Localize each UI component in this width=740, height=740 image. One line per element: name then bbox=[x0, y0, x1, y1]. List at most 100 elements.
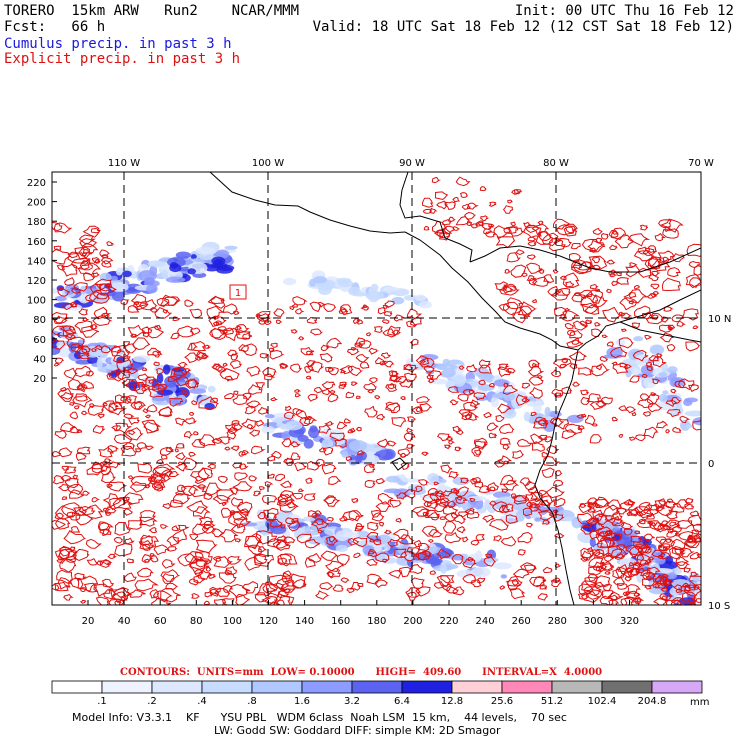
precip-contour bbox=[498, 285, 520, 296]
precip-fill-cell bbox=[367, 443, 383, 452]
precip-fill-cell bbox=[440, 563, 447, 574]
lon-label: 80 W bbox=[543, 158, 569, 169]
precip-contour bbox=[108, 402, 123, 411]
precip-contour bbox=[81, 260, 90, 265]
precip-contour bbox=[258, 406, 269, 415]
precip-contour bbox=[541, 467, 555, 478]
precip-contour bbox=[159, 446, 174, 457]
precip-fill-cell bbox=[534, 517, 541, 522]
precip-contour bbox=[355, 337, 366, 347]
precip-fill-cell bbox=[362, 545, 375, 555]
precip-contour bbox=[113, 587, 130, 598]
precip-contour bbox=[618, 405, 628, 412]
precip-contour bbox=[579, 320, 588, 328]
precip-contour bbox=[59, 386, 68, 392]
precip-fill-cell bbox=[523, 411, 531, 422]
precip-contour bbox=[548, 238, 566, 252]
precip-contour bbox=[52, 221, 63, 232]
precip-contour bbox=[292, 492, 303, 500]
precip-contour bbox=[594, 288, 601, 292]
precip-contour bbox=[572, 259, 595, 274]
precip-contour bbox=[647, 403, 663, 413]
precip-contour bbox=[611, 361, 618, 366]
precip-contour bbox=[452, 586, 465, 596]
precip-contour bbox=[224, 392, 235, 400]
precip-contour bbox=[298, 336, 305, 341]
precip-contour bbox=[374, 357, 388, 365]
precip-contour bbox=[148, 379, 155, 384]
precip-contour bbox=[589, 247, 597, 253]
precip-contour bbox=[482, 514, 495, 523]
precip-fill-cell bbox=[310, 521, 329, 533]
precip-contour bbox=[561, 358, 569, 363]
precip-contour bbox=[652, 583, 660, 588]
precip-contour bbox=[210, 296, 226, 305]
precip-contour bbox=[189, 533, 199, 541]
precip-fill-cell bbox=[348, 286, 361, 296]
precip-contour bbox=[421, 451, 430, 456]
precip-contour bbox=[218, 475, 229, 483]
precip-contour bbox=[667, 326, 675, 331]
precip-contour bbox=[416, 396, 431, 403]
precip-contour bbox=[633, 305, 651, 319]
precip-contour bbox=[143, 558, 151, 563]
precip-contour bbox=[63, 529, 87, 545]
precip-contour bbox=[323, 303, 337, 313]
precip-contour bbox=[350, 346, 357, 351]
precip-contour bbox=[115, 394, 130, 404]
model-physics: LW: Godd SW: Goddard DIFF: simple KM: 2D… bbox=[214, 724, 501, 737]
precip-contour bbox=[599, 355, 609, 362]
precip-contour bbox=[376, 438, 390, 448]
precip-contour bbox=[628, 562, 636, 567]
precip-contour bbox=[662, 228, 679, 239]
precip-contour bbox=[431, 176, 441, 184]
precip-contour bbox=[245, 400, 262, 409]
precip-contour bbox=[681, 308, 699, 321]
precip-contour bbox=[523, 226, 542, 238]
precip-contour bbox=[595, 400, 608, 408]
precip-contour bbox=[559, 363, 567, 369]
precip-contour bbox=[96, 560, 104, 566]
precip-contour bbox=[76, 383, 89, 393]
precip-contour bbox=[57, 287, 70, 297]
precip-contour bbox=[321, 463, 337, 475]
precip-fill-cell bbox=[96, 357, 103, 370]
precip-contour bbox=[201, 524, 217, 534]
precip-contour bbox=[578, 261, 593, 271]
precip-contour bbox=[571, 339, 582, 345]
precip-contour bbox=[452, 226, 461, 231]
colorbar-label: 1.6 bbox=[294, 696, 310, 707]
precip-fill-cell bbox=[110, 275, 118, 281]
precip-contour bbox=[511, 580, 519, 586]
precip-contour bbox=[67, 251, 79, 259]
precip-contour bbox=[577, 593, 590, 600]
precip-contour bbox=[304, 365, 315, 373]
precip-fill-cell bbox=[684, 410, 701, 417]
precip-contour bbox=[399, 550, 415, 562]
precip-fill-cell bbox=[161, 269, 169, 279]
lon-label: 90 W bbox=[399, 158, 425, 169]
precip-contour bbox=[86, 558, 99, 566]
precip-contour bbox=[623, 498, 635, 506]
precip-contour bbox=[648, 355, 659, 362]
precip-contour bbox=[77, 385, 85, 389]
precip-contour bbox=[631, 411, 637, 417]
colorbar-label: 3.2 bbox=[344, 696, 360, 707]
precip-contour bbox=[641, 546, 652, 554]
precip-contour bbox=[124, 343, 138, 354]
precip-contour bbox=[102, 528, 112, 536]
explicit-precip-label: Explicit precip. in past 3 h bbox=[4, 51, 241, 67]
precip-contour bbox=[79, 504, 105, 519]
colorbar-label: 12.8 bbox=[440, 696, 464, 707]
precip-contour bbox=[470, 579, 482, 588]
precip-fill-cell bbox=[348, 440, 368, 452]
x-grid-label: 240 bbox=[476, 616, 495, 627]
precip-contour bbox=[191, 438, 206, 448]
precip-contour bbox=[552, 269, 559, 274]
lon-label: 100 W bbox=[252, 158, 284, 169]
precip-contour bbox=[182, 457, 200, 471]
precip-contour bbox=[627, 584, 641, 594]
precip-contour bbox=[601, 563, 615, 572]
precip-contour bbox=[100, 465, 112, 476]
precip-contour bbox=[654, 575, 669, 586]
